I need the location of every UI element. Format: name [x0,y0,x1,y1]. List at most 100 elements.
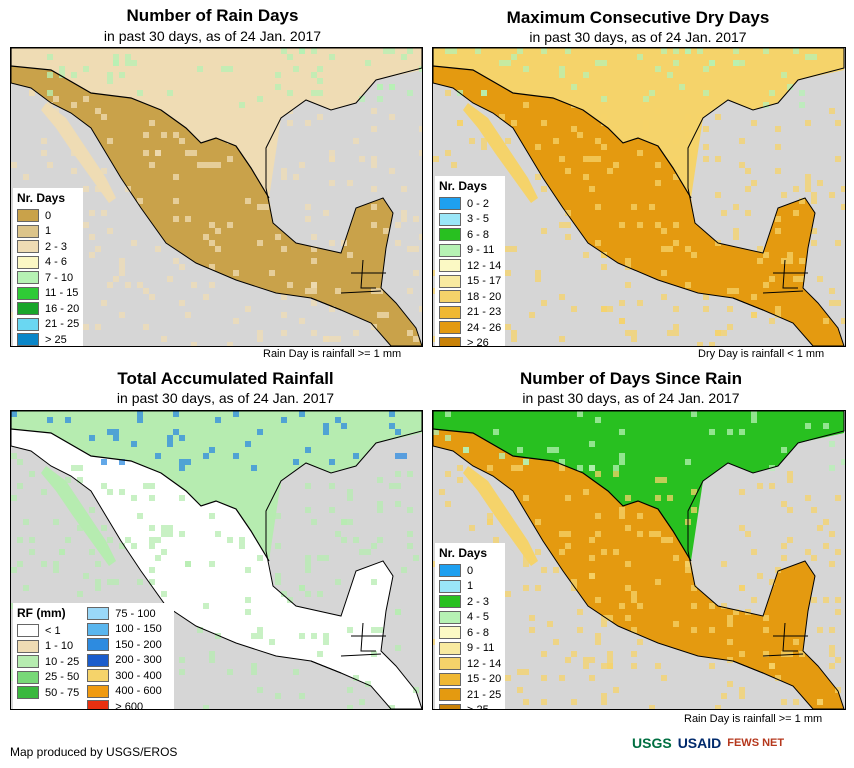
legend-swatch [17,670,39,684]
legend-swatch [439,688,461,702]
legend-item: 21 - 23 [439,305,501,321]
legend-item: 16 - 20 [17,301,79,317]
legend-item: 3 - 5 [439,212,501,228]
legend-label: 4 - 6 [45,256,68,269]
panel-3-legend: RF (mm) < 1 1 - 10 10 - 25 25 - 50 50 - 75 7… [13,603,174,709]
legend-item: > 26 [439,336,501,346]
usgs-logo: USGS [632,735,672,751]
legend-item: 12 - 14 [439,656,501,672]
legend-item: 1 [17,224,79,240]
legend-label: > 25 [45,333,67,346]
legend-swatch [439,197,461,211]
legend-swatch [87,653,110,667]
legend-swatch [17,224,39,238]
legend-item: 21 - 25 [17,317,79,333]
north-land [433,411,844,561]
legend-swatch [87,700,110,709]
legend-rows: 0 1 2 - 3 4 - 6 7 - 10 11 - 15 16 - 20 21 - 25 >… [17,208,79,346]
legend-label: 2 - 3 [467,595,490,608]
country-border [782,622,798,652]
legend-item: 0 [17,208,79,224]
raster-texture [433,48,845,346]
legend-item: > 25 [439,703,501,709]
legend-label: 0 [467,564,474,577]
mexico-land [11,66,422,346]
legend-swatch [439,243,461,257]
us-mexico-border [433,48,692,199]
legend-swatch [87,638,110,652]
legend-item: 25 - 50 [17,670,79,686]
legend-rows: < 1 1 - 10 10 - 25 25 - 50 50 - 75 [17,623,79,701]
country-border [732,297,764,311]
legend-swatch [87,669,110,683]
legend-label: 11 - 15 [45,287,79,300]
country-border [360,622,376,652]
legend-label: 18 - 20 [467,290,502,303]
legend-item: 150 - 200 [87,637,162,653]
country-border [310,660,342,674]
legend-swatch [439,595,461,609]
legend-item: 4 - 5 [439,610,501,626]
legend-swatch [439,672,461,686]
legend-swatch [17,209,39,223]
legend-swatch [17,255,39,269]
legend-swatch [17,333,39,346]
legend-item: 12 - 14 [439,258,501,274]
legend-label: 10 - 25 [45,655,80,668]
legend-label: 1 [467,580,474,593]
us-mexico-border [433,411,692,562]
baja-peninsula [463,103,538,203]
legend-swatch [17,286,39,300]
legend-label: 6 - 8 [467,626,490,639]
legend-swatch [439,305,461,319]
legend-label: 12 - 14 [467,657,502,670]
panel-2-note: Dry Day is rainfall < 1 mm [698,348,825,360]
legend-label: 15 - 20 [467,673,502,686]
legend-swatch [87,684,110,698]
legend-item: 400 - 600 [87,684,162,700]
legend-label: 21 - 25 [467,688,502,701]
legend-item: 50 - 75 [17,685,79,701]
legend-swatch [17,686,39,700]
legend-swatch [439,259,461,273]
legend-item: 1 - 10 [17,639,79,655]
panel-4-title: Number of Days Since Rain [519,369,742,388]
legend-col-2: 75 - 100 100 - 150 150 - 200 200 - 300 300 -… [87,606,162,709]
legend-label: 400 - 600 [115,685,162,698]
legend-item: 18 - 20 [439,289,501,305]
north-land [433,48,844,198]
legend-swatch [439,336,461,346]
baja-peninsula [41,103,116,203]
country-border [762,653,804,657]
legend-swatch [17,271,39,285]
baja-peninsula [463,466,538,566]
legend-swatch [17,240,39,254]
coastline [11,411,422,709]
legend-swatch [439,228,461,242]
legend-label: 1 - 10 [45,640,74,653]
country-border [360,259,376,289]
panel-1-note: Rain Day is rainfall >= 1 mm [263,348,402,360]
usaid-logo: USAID [677,735,722,751]
legend-item: 2 - 3 [439,594,501,610]
north-land [11,411,422,561]
country-border [732,660,764,674]
legend-label: 6 - 8 [467,228,490,241]
panel-4-map: Nr. Days 0 1 2 - 3 4 - 5 6 - 8 9 - 11 12 - 14 1… [432,410,846,710]
legend-label: 3 - 5 [467,213,490,226]
legend-item: 7 - 10 [17,270,79,286]
legend-label: 24 - 26 [467,321,502,334]
legend-label: 21 - 25 [45,318,80,331]
legend-label: 50 - 75 [45,686,80,699]
country-border [340,290,382,294]
legend-swatch [17,317,39,331]
legend-label: 75 - 100 [115,607,156,620]
logo-strip: USGS USAID FEWS NET [632,735,784,751]
legend-title: Nr. Days [439,179,488,193]
legend-label: 300 - 400 [115,669,162,682]
panel-2-subtitle: in past 30 days, as of 24 Jan. 2017 [529,29,747,45]
legend-label: 21 - 23 [467,306,502,319]
legend-title: Nr. Days [17,191,66,205]
panel-2-legend: Nr. Days 0 - 2 3 - 5 6 - 8 9 - 11 12 - 14 15 … [435,176,506,346]
legend-label: 16 - 20 [45,302,80,315]
